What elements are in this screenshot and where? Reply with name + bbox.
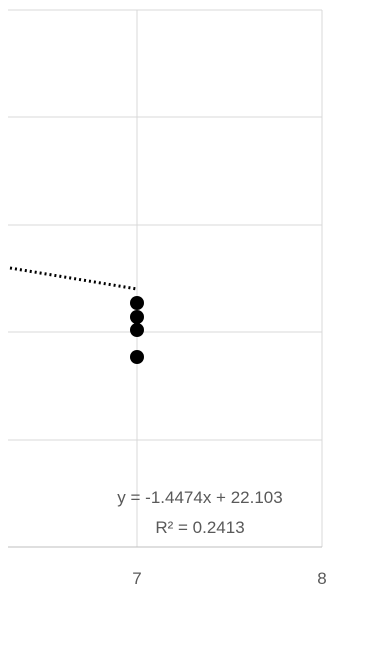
trendline-equation: y = -1.4474x + 22.103 [117,488,282,507]
data-points [130,296,144,364]
data-point [130,310,144,324]
grid [8,9,323,547]
trendline-r-squared: R² = 0.2413 [155,518,244,537]
trendline [9,266,138,291]
x-tick-label: 8 [317,569,326,588]
data-point [130,323,144,337]
x-tick-label: 7 [132,569,141,588]
data-point [130,296,144,310]
trendline-line [9,266,138,291]
trendline-labels: y = -1.4474x + 22.103 R² = 0.2413 [117,488,282,537]
data-point [130,350,144,364]
